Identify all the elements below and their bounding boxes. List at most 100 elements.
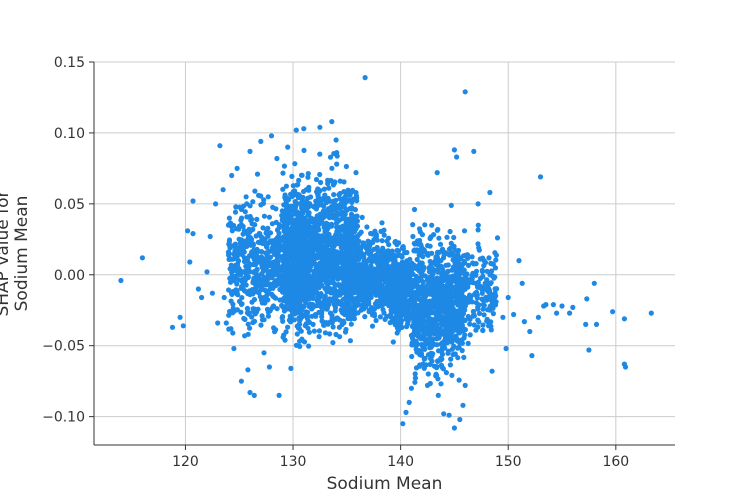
data-point	[226, 251, 232, 258]
data-point	[519, 280, 525, 286]
data-point	[329, 315, 335, 321]
data-point	[313, 303, 319, 309]
data-point	[475, 306, 481, 312]
data-point	[435, 329, 441, 335]
data-point	[249, 299, 255, 305]
data-point	[280, 186, 286, 192]
data-point	[217, 143, 223, 149]
data-point	[321, 195, 327, 201]
data-point	[622, 364, 629, 370]
data-point	[487, 272, 493, 278]
data-point	[280, 318, 286, 324]
data-point	[351, 229, 357, 235]
data-point	[521, 319, 528, 325]
data-point	[417, 303, 423, 309]
data-point	[412, 375, 418, 381]
data-point	[317, 124, 323, 130]
data-point	[377, 314, 383, 320]
data-point	[490, 305, 496, 311]
data-point	[326, 185, 332, 191]
data-point	[476, 284, 482, 290]
data-point	[263, 230, 269, 236]
data-point	[584, 296, 590, 302]
data-point	[294, 191, 301, 197]
data-point	[352, 215, 358, 221]
data-point	[354, 250, 360, 256]
data-point	[372, 269, 378, 275]
data-point	[426, 310, 432, 316]
data-point	[295, 253, 301, 259]
data-point	[347, 338, 353, 344]
data-point	[226, 256, 232, 262]
data-point	[440, 297, 446, 303]
data-point	[378, 298, 384, 304]
data-point	[273, 327, 279, 333]
axes	[93, 62, 675, 446]
data-point	[473, 268, 480, 274]
y-tick-label: 0.05	[54, 197, 85, 213]
data-point	[303, 236, 309, 242]
data-point	[476, 247, 482, 253]
data-point	[291, 317, 297, 323]
data-point	[494, 235, 501, 241]
data-point	[318, 291, 324, 297]
data-point	[431, 326, 437, 332]
x-tick-label: 130	[280, 454, 307, 470]
data-point	[439, 340, 445, 346]
data-point	[402, 304, 408, 310]
data-point	[484, 268, 490, 274]
x-tick-label: 140	[387, 454, 414, 470]
data-point	[246, 226, 252, 232]
data-point	[435, 259, 441, 266]
data-point	[411, 317, 417, 323]
data-point	[282, 229, 288, 235]
data-point	[229, 243, 235, 249]
data-point	[337, 317, 343, 323]
data-point	[242, 333, 248, 339]
data-point	[648, 310, 654, 316]
data-point	[307, 234, 313, 240]
data-point	[413, 338, 419, 344]
data-point	[326, 301, 332, 308]
y-axis-label-line-2: Sodium Mean	[12, 196, 32, 312]
data-point	[369, 323, 376, 329]
data-point	[416, 276, 422, 282]
data-point	[329, 165, 335, 171]
data-point	[435, 392, 441, 398]
data-point	[304, 208, 310, 214]
data-point	[416, 347, 422, 354]
data-point	[358, 229, 364, 235]
data-point	[260, 240, 266, 247]
data-point	[359, 280, 365, 286]
data-point	[271, 249, 277, 256]
data-point	[410, 332, 416, 338]
data-point	[425, 371, 431, 377]
data-point	[424, 340, 430, 346]
data-point	[325, 297, 331, 303]
data-point	[505, 294, 511, 301]
data-point	[408, 268, 414, 274]
data-point	[335, 276, 341, 282]
data-point	[336, 288, 342, 294]
data-point	[459, 347, 465, 354]
data-point	[435, 348, 442, 354]
data-point	[301, 147, 307, 153]
data-point	[361, 261, 367, 267]
data-point	[344, 311, 350, 317]
data-point	[447, 252, 453, 258]
data-point	[340, 285, 346, 291]
data-point	[265, 297, 271, 303]
data-point	[195, 286, 201, 292]
data-point	[325, 181, 331, 187]
data-point	[440, 366, 446, 372]
data-point	[477, 256, 483, 262]
data-point	[265, 194, 271, 200]
data-point	[431, 232, 437, 238]
data-point	[372, 313, 378, 319]
data-point	[462, 382, 468, 388]
data-point	[250, 306, 256, 312]
data-point	[387, 320, 393, 326]
data-point	[333, 299, 339, 305]
data-point	[415, 266, 421, 272]
data-point	[288, 313, 294, 319]
